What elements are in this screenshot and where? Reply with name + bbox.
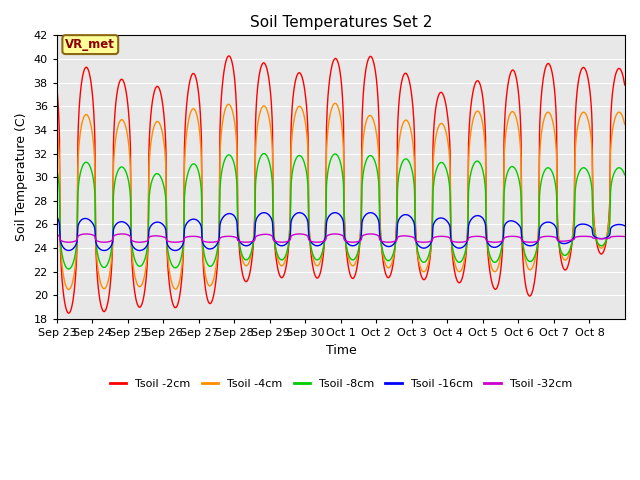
- Tsoil -16cm: [326, 212, 334, 217]
- Tsoil -4cm: [559, 254, 566, 260]
- Tsoil -4cm: [316, 261, 323, 267]
- Tsoil -8cm: [326, 157, 334, 163]
- Tsoil -4cm: [326, 111, 334, 117]
- Line: Tsoil -8cm: Tsoil -8cm: [57, 154, 625, 269]
- Text: VR_met: VR_met: [65, 38, 115, 51]
- Tsoil -2cm: [142, 277, 150, 283]
- Tsoil -32cm: [614, 233, 622, 239]
- Tsoil -16cm: [316, 242, 324, 248]
- Y-axis label: Soil Temperature (C): Soil Temperature (C): [15, 113, 28, 241]
- Tsoil -2cm: [225, 53, 233, 59]
- Tsoil -32cm: [559, 239, 566, 244]
- Tsoil -2cm: [326, 70, 334, 76]
- Tsoil -32cm: [326, 231, 334, 237]
- Line: Tsoil -32cm: Tsoil -32cm: [57, 234, 625, 242]
- Tsoil -16cm: [621, 223, 628, 228]
- Tsoil -2cm: [65, 310, 72, 316]
- Tsoil -4cm: [142, 264, 150, 270]
- Tsoil -16cm: [142, 244, 150, 250]
- Tsoil -4cm: [65, 287, 72, 292]
- Tsoil -2cm: [476, 80, 483, 85]
- Tsoil -8cm: [142, 252, 150, 258]
- Tsoil -16cm: [65, 248, 72, 253]
- Tsoil -4cm: [53, 124, 61, 130]
- Tsoil -32cm: [65, 240, 72, 245]
- Tsoil -4cm: [614, 110, 622, 116]
- Tsoil -8cm: [476, 159, 483, 165]
- Tsoil -32cm: [621, 234, 628, 240]
- Tsoil -2cm: [316, 272, 324, 277]
- Tsoil -2cm: [559, 263, 566, 269]
- Tsoil -32cm: [476, 233, 483, 239]
- Tsoil -8cm: [316, 255, 324, 261]
- Tsoil -16cm: [260, 210, 268, 216]
- Tsoil -16cm: [614, 222, 622, 228]
- Line: Tsoil -2cm: Tsoil -2cm: [57, 56, 625, 313]
- Tsoil -4cm: [476, 109, 483, 115]
- Tsoil -32cm: [53, 232, 61, 238]
- Tsoil -8cm: [260, 151, 268, 156]
- Legend: Tsoil -2cm, Tsoil -4cm, Tsoil -8cm, Tsoil -16cm, Tsoil -32cm: Tsoil -2cm, Tsoil -4cm, Tsoil -8cm, Tsoi…: [106, 374, 577, 393]
- Title: Soil Temperatures Set 2: Soil Temperatures Set 2: [250, 15, 432, 30]
- Line: Tsoil -4cm: Tsoil -4cm: [57, 103, 625, 289]
- Tsoil -16cm: [53, 214, 61, 219]
- Tsoil -4cm: [331, 100, 339, 106]
- Tsoil -4cm: [621, 121, 628, 127]
- Tsoil -32cm: [83, 231, 90, 237]
- Tsoil -2cm: [614, 66, 622, 72]
- Tsoil -16cm: [559, 240, 566, 246]
- Tsoil -8cm: [614, 165, 622, 171]
- Tsoil -2cm: [621, 82, 628, 88]
- Tsoil -2cm: [53, 84, 61, 90]
- Tsoil -8cm: [65, 266, 72, 272]
- X-axis label: Time: Time: [326, 344, 356, 357]
- Tsoil -8cm: [53, 167, 61, 173]
- Tsoil -32cm: [143, 239, 150, 244]
- Tsoil -8cm: [559, 251, 566, 257]
- Line: Tsoil -16cm: Tsoil -16cm: [57, 213, 625, 251]
- Tsoil -8cm: [621, 172, 628, 178]
- Tsoil -32cm: [316, 239, 324, 245]
- Tsoil -16cm: [476, 213, 483, 219]
